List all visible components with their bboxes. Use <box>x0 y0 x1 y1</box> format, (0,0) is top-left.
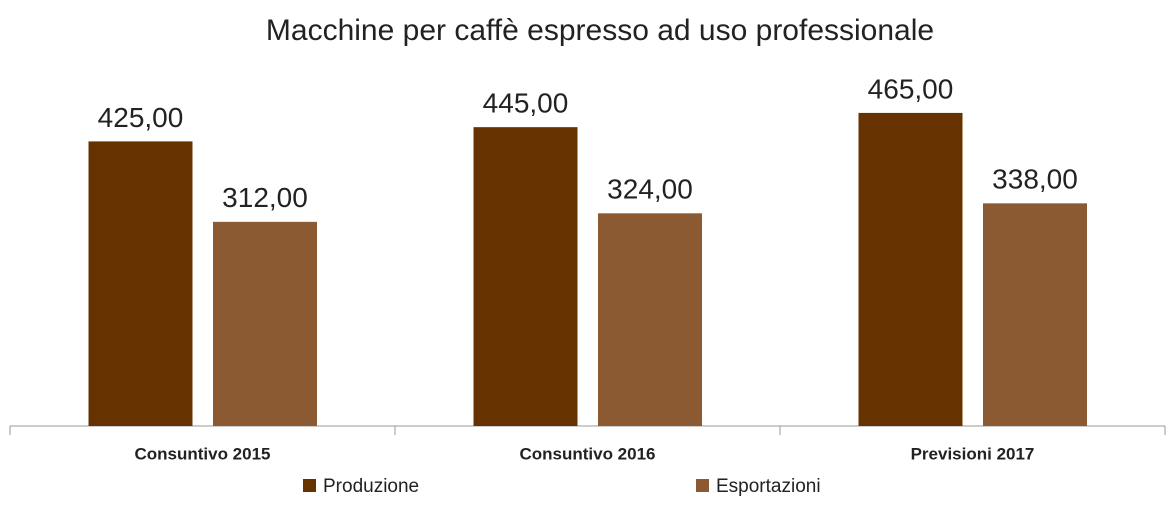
x-tick-label: Previsioni 2017 <box>911 444 1035 463</box>
bar <box>473 127 578 426</box>
legend-label: Produzione <box>323 476 419 497</box>
bar <box>598 213 702 426</box>
legend-swatch <box>696 479 709 492</box>
bar <box>213 221 317 426</box>
bar <box>858 112 963 427</box>
chart-title: Macchine per caffè espresso ad uso profe… <box>266 14 934 47</box>
legend-swatch <box>303 479 316 492</box>
data-label: 338,00 <box>992 164 1078 195</box>
legend-label: Esportazioni <box>716 476 821 497</box>
data-label: 324,00 <box>607 174 693 205</box>
data-label: 445,00 <box>483 88 569 119</box>
x-tick-label: Consuntivo 2015 <box>134 444 270 463</box>
data-label: 312,00 <box>222 182 308 213</box>
x-tick-label: Consuntivo 2016 <box>519 444 655 463</box>
data-label: 465,00 <box>868 73 954 104</box>
data-label: 425,00 <box>98 102 184 133</box>
bar <box>88 141 193 426</box>
bar <box>983 203 1087 426</box>
